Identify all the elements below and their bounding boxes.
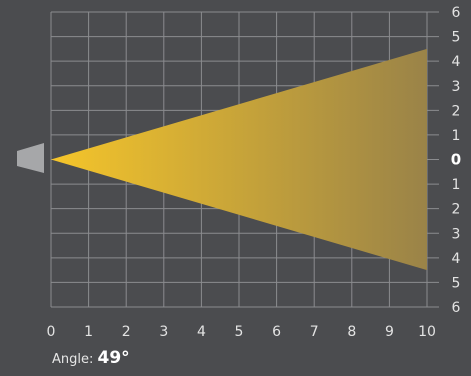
x-tick-label: 3 [159, 324, 168, 340]
y-tick-label-zero: 0 [451, 151, 461, 169]
angle-caption: Angle: 49° [52, 348, 130, 368]
angle-value: 49° [97, 348, 130, 368]
x-tick-label: 6 [272, 324, 281, 340]
y-tick-label: 6 [452, 300, 461, 316]
y-tick-label: 3 [452, 79, 461, 95]
x-axis-labels: 0 1 2 3 4 5 6 7 8 9 10 [47, 324, 436, 340]
x-tick-label: 10 [418, 324, 436, 340]
light-source-icon [17, 143, 44, 173]
y-tick-label: 4 [452, 54, 461, 70]
y-tick-label: 2 [452, 103, 461, 119]
x-tick-label: 5 [235, 324, 244, 340]
x-tick-label: 7 [310, 324, 319, 340]
light-beam [51, 48, 427, 271]
y-tick-label: 1 [452, 177, 461, 193]
y-tick-label: 5 [452, 275, 461, 291]
y-tick-label: 4 [452, 251, 461, 267]
x-tick-label: 1 [84, 324, 93, 340]
y-tick-label: 6 [452, 5, 461, 21]
angle-label: Angle: [52, 352, 94, 367]
x-tick-label: 2 [122, 324, 131, 340]
x-tick-label: 8 [347, 324, 356, 340]
x-tick-label: 0 [47, 324, 56, 340]
y-tick-label: 5 [452, 30, 461, 46]
x-tick-label: 9 [385, 324, 394, 340]
x-tick-label: 4 [197, 324, 206, 340]
y-tick-label: 3 [452, 226, 461, 242]
y-axis-labels: 6 5 4 3 2 1 0 1 2 3 4 5 6 [451, 5, 461, 316]
y-tick-label: 2 [452, 202, 461, 218]
y-tick-label: 1 [452, 128, 461, 144]
